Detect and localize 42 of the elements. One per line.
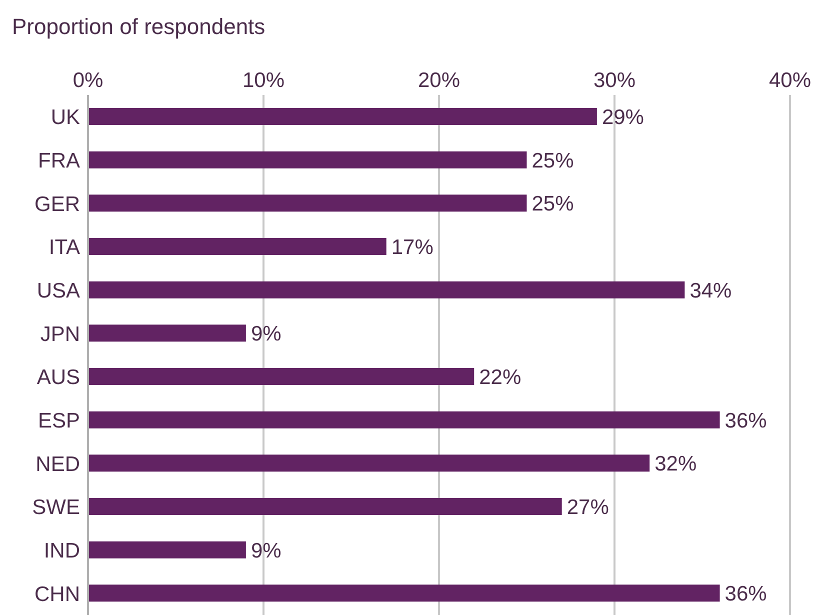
x-tick-label: 0% xyxy=(72,69,104,92)
bar xyxy=(88,238,386,255)
bar xyxy=(88,194,527,212)
y-tick-label: ITA xyxy=(48,236,80,260)
data-label: 9% xyxy=(250,539,282,562)
x-tick-label: 30% xyxy=(593,69,636,92)
data-label: 32% xyxy=(654,452,697,476)
bar xyxy=(88,108,597,125)
bar xyxy=(88,454,650,472)
data-label: 9% xyxy=(250,322,282,346)
bar xyxy=(88,584,720,602)
data-label: 29% xyxy=(602,106,644,129)
y-tick-label: ESP xyxy=(38,409,80,432)
y-tick-label: SWE xyxy=(32,496,80,520)
data-label: 34% xyxy=(690,279,732,302)
y-tick-label: NED xyxy=(36,452,80,476)
bar xyxy=(88,281,685,298)
x-axis-title: Proportion of respondents xyxy=(12,14,266,40)
x-tick-label: 40% xyxy=(768,69,812,92)
bar xyxy=(88,541,246,558)
bar xyxy=(88,324,246,342)
bar xyxy=(88,498,562,515)
y-tick-label: AUS xyxy=(36,366,80,390)
bar xyxy=(88,151,527,168)
data-label: 22% xyxy=(479,366,522,389)
y-tick-label: CHN xyxy=(34,582,80,606)
bar xyxy=(88,411,720,428)
bar xyxy=(88,368,474,385)
data-label: 25% xyxy=(532,192,574,216)
y-tick-label: GER xyxy=(34,192,80,216)
y-tick-label: USA xyxy=(36,279,80,302)
y-tick-label: FRA xyxy=(38,149,80,172)
data-label: 36% xyxy=(724,582,767,606)
data-label: 36% xyxy=(724,409,767,432)
y-tick-label: JPN xyxy=(40,322,80,346)
data-label: 17% xyxy=(391,236,434,259)
data-label: 25% xyxy=(532,149,574,172)
x-tick-label: 20% xyxy=(418,69,460,92)
data-label: 27% xyxy=(566,496,609,519)
x-tick-label: 10% xyxy=(242,69,285,92)
y-tick-label: IND xyxy=(44,539,80,562)
y-tick-label: UK xyxy=(50,106,80,130)
